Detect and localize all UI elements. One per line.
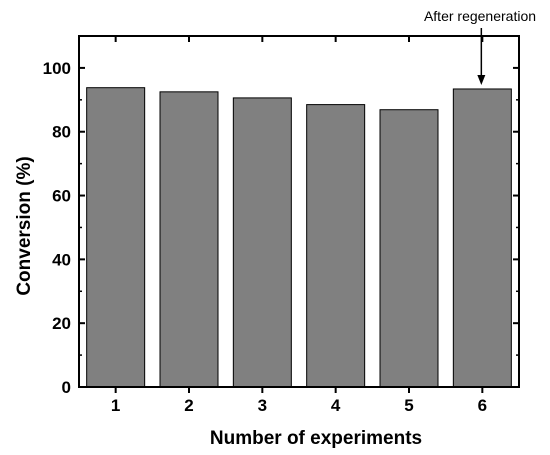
bars-group (86, 87, 512, 388)
y-tick-label: 100 (43, 59, 71, 78)
x-tick-label: 2 (184, 396, 193, 415)
ticks-group: 0 20 40 60 80 100 1 2 3 4 5 6 (43, 36, 519, 415)
bar-5 (379, 109, 439, 388)
x-tick-label: 6 (478, 396, 487, 415)
y-axis-title: Conversion (%) (14, 156, 35, 295)
axes-group (78, 35, 520, 388)
bar-6 (452, 88, 512, 388)
annotation-label: After regeneration (424, 8, 536, 24)
bar-2 (159, 91, 219, 388)
y-tick-label: 60 (52, 187, 71, 206)
y-tick-label: 40 (52, 250, 71, 269)
bar-1 (86, 87, 146, 388)
y-tick-label: 80 (52, 123, 71, 142)
plot-frame (78, 35, 520, 388)
x-tick-label: 3 (258, 396, 267, 415)
x-axis-title: Number of experiments (210, 428, 422, 449)
bar-4 (306, 104, 366, 388)
x-tick-label: 1 (111, 396, 120, 415)
x-tick-label: 4 (331, 396, 341, 415)
y-tick-label: 20 (52, 314, 71, 333)
annotation-group: After regeneration (424, 8, 536, 85)
y-tick-label: 0 (62, 378, 71, 397)
x-tick-label: 5 (404, 396, 413, 415)
annotation-arrow-head (477, 74, 486, 85)
bar-3 (232, 97, 292, 388)
